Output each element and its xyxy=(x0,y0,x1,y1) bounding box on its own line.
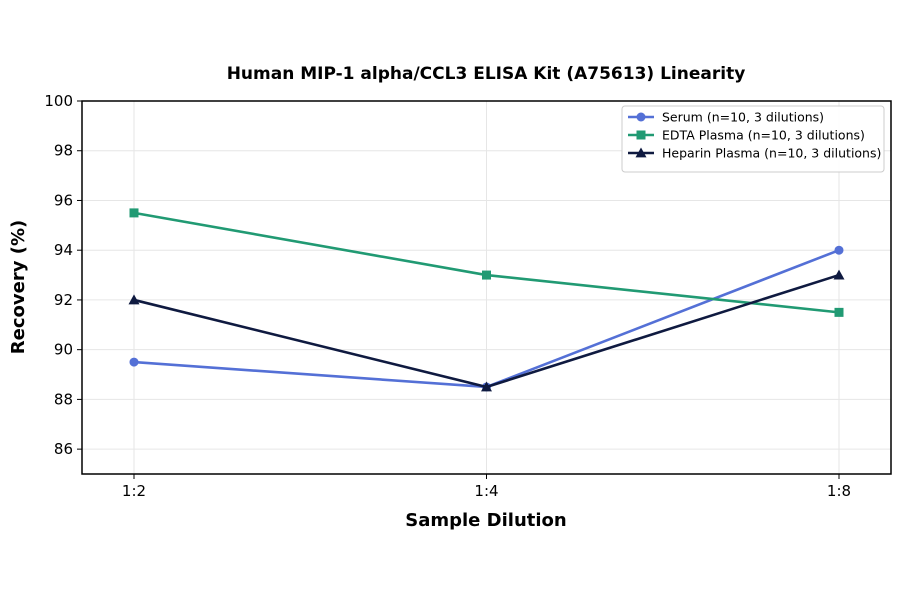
data-point-2-2 xyxy=(833,269,845,280)
y-tick-label: 96 xyxy=(54,191,73,209)
data-point-2-0 xyxy=(128,294,140,305)
legend-marker-1 xyxy=(636,130,646,140)
legend-label-1: EDTA Plasma (n=10, 3 dilutions) xyxy=(662,128,865,143)
y-tick-label: 90 xyxy=(54,341,73,359)
x-axis-label: Sample Dilution xyxy=(405,510,566,531)
data-point-1-2 xyxy=(834,307,844,317)
y-tick-label: 92 xyxy=(54,291,73,309)
y-tick-label: 94 xyxy=(54,241,73,259)
axis-ticks: 86 88 90 92 94 96 98 100 1:2 1:4 1:8 xyxy=(44,92,851,500)
y-axis-label: Recovery (%) xyxy=(8,220,29,354)
x-tick-label: 1:2 xyxy=(122,482,146,500)
series-layer xyxy=(128,208,845,392)
legend-marker-2 xyxy=(635,147,647,158)
legend-box xyxy=(621,105,885,173)
legend-label-2: Heparin Plasma (n=10, 3 dilutions) xyxy=(662,146,881,161)
y-tick-label: 98 xyxy=(54,142,73,160)
y-tick-label: 88 xyxy=(54,390,73,408)
data-point-0-0 xyxy=(129,357,139,367)
data-point-2-1 xyxy=(481,381,492,392)
y-tick-label: 86 xyxy=(54,440,73,458)
legend-marker-0 xyxy=(636,112,646,122)
chart-title: Human MIP-1 alpha/CCL3 ELISA Kit (A75613… xyxy=(227,64,746,84)
data-point-1-1 xyxy=(482,270,491,280)
y-tick-label: 100 xyxy=(44,92,73,110)
legend: Serum (n=10, 3 dilutions) EDTA Plasma (n=… xyxy=(621,105,885,173)
data-point-0-2 xyxy=(834,245,844,255)
x-tick-label: 1:8 xyxy=(827,482,851,500)
x-tick-label: 1:4 xyxy=(474,482,498,500)
legend-label-0: Serum (n=10, 3 dilutions) xyxy=(662,110,824,125)
data-point-1-0 xyxy=(129,208,139,218)
